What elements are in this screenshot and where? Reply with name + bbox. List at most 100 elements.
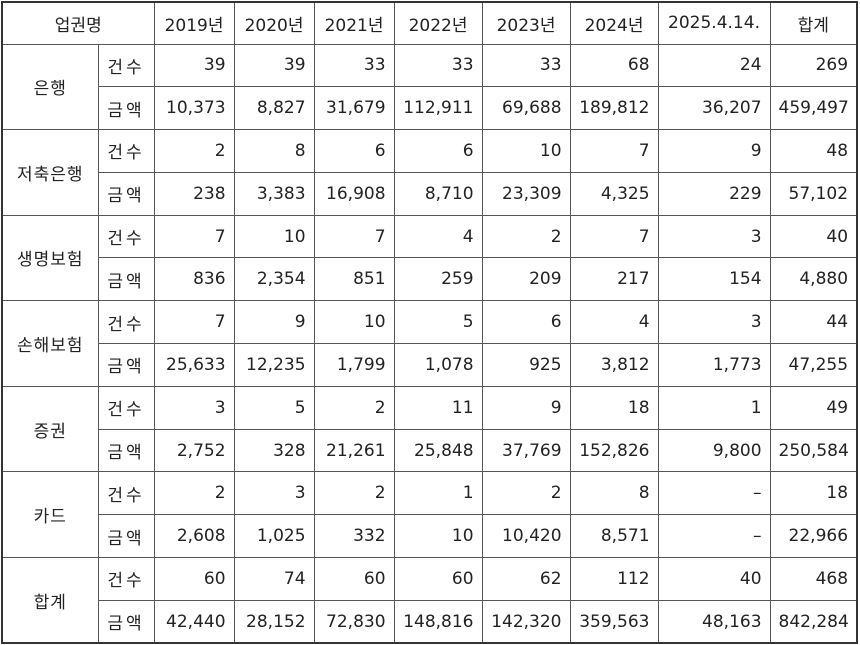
- group-name: 손해보험: [1, 300, 99, 387]
- header-row: 업권명 2019년 2020년 2021년 2022년 2023년 2024년 2025.4.…: [1, 1, 858, 45]
- value-cell: 238: [153, 171, 235, 216]
- row-label: 건수: [97, 214, 155, 259]
- value-cell: 69,688: [481, 86, 571, 131]
- value-cell: 152,826: [569, 428, 659, 473]
- value-cell: 48: [769, 129, 858, 173]
- value-cell: 40: [657, 557, 771, 601]
- row-label: 건수: [97, 129, 155, 173]
- data-row: 금액 2,752 328 21,261 25,848 37,769 152,826 9,800…: [2, 428, 858, 473]
- group-name: 생명보험: [1, 214, 99, 302]
- value-cell: 154: [657, 257, 771, 302]
- value-cell: 112: [569, 557, 659, 601]
- value-cell: 2: [481, 471, 571, 516]
- value-cell: 4: [393, 214, 483, 259]
- value-cell: 836: [153, 257, 235, 302]
- row-label: 금액: [97, 86, 155, 131]
- group-name: 증권: [1, 385, 99, 473]
- value-cell: –: [657, 471, 771, 516]
- value-cell: 3: [657, 300, 771, 345]
- value-cell: 2,354: [233, 257, 315, 302]
- value-cell: 9: [233, 300, 315, 345]
- value-cell: 9: [657, 129, 771, 173]
- value-cell: 12,235: [233, 343, 315, 387]
- header-cell: 2021년: [313, 1, 395, 45]
- value-cell: 39: [233, 43, 315, 88]
- value-cell: 269: [769, 43, 858, 88]
- value-cell: 4: [569, 300, 659, 345]
- value-cell: 1,773: [657, 343, 771, 387]
- value-cell: 16,908: [313, 171, 395, 216]
- row-label: 금액: [97, 343, 155, 387]
- value-cell: 36,207: [657, 86, 771, 131]
- row-label: 건수: [97, 300, 155, 345]
- value-cell: 24: [657, 43, 771, 88]
- value-cell: 28,152: [233, 599, 315, 644]
- value-cell: 1: [393, 471, 483, 516]
- value-cell: 33: [313, 43, 395, 88]
- value-cell: 44: [769, 300, 858, 345]
- value-cell: 6: [393, 129, 483, 173]
- value-cell: 74: [233, 557, 315, 601]
- value-cell: 2: [313, 385, 395, 430]
- value-cell: 2: [481, 214, 571, 259]
- value-cell: 10,373: [153, 86, 235, 131]
- value-cell: 2: [153, 129, 235, 173]
- value-cell: 7: [569, 129, 659, 173]
- data-row: 은행 건수 39 39 33 33 33 68 24 269: [1, 43, 858, 131]
- row-label: 금액: [97, 171, 155, 216]
- value-cell: 1,025: [233, 514, 315, 559]
- row-label: 금액: [97, 257, 155, 302]
- value-cell: 47,255: [769, 343, 858, 387]
- data-row: 증권 건수 3 5 2 11 9 18 1 49: [1, 385, 858, 473]
- value-cell: 2: [153, 471, 235, 516]
- row-label: 건수: [97, 43, 155, 88]
- value-cell: 3,812: [569, 343, 659, 387]
- value-cell: 3,383: [233, 171, 315, 216]
- value-cell: 189,812: [569, 86, 659, 131]
- value-cell: 229: [657, 171, 771, 216]
- value-cell: 8,827: [233, 86, 315, 131]
- value-cell: 37,769: [481, 428, 571, 473]
- row-label: 건수: [97, 471, 155, 516]
- value-cell: 332: [313, 514, 395, 559]
- data-row: 저축은행 건수 2 8 6 6 10 7 9 48: [1, 129, 858, 216]
- header-cell: 2025.4.14.: [657, 1, 771, 45]
- value-cell: –: [657, 514, 771, 559]
- row-label: 건수: [97, 385, 155, 430]
- header-cell: 2022년: [393, 1, 483, 45]
- data-row: 금액 836 2,354 851 259 209 217 154 4,880: [2, 257, 858, 302]
- value-cell: 49: [769, 385, 858, 430]
- value-cell: 31,679: [313, 86, 395, 131]
- value-cell: 8,710: [393, 171, 483, 216]
- value-cell: 10: [481, 129, 571, 173]
- value-cell: 5: [233, 385, 315, 430]
- value-cell: 60: [153, 557, 235, 601]
- value-cell: 3: [657, 214, 771, 259]
- value-cell: 328: [233, 428, 315, 473]
- value-cell: 40: [769, 214, 858, 259]
- value-cell: 209: [481, 257, 571, 302]
- data-row: 금액 42,440 28,152 72,830 148,816 142,320 359,56…: [2, 599, 858, 644]
- value-cell: 217: [569, 257, 659, 302]
- value-cell: 8,571: [569, 514, 659, 559]
- data-row: 생명보험 건수 7 10 7 4 2 7 3 40: [1, 214, 858, 302]
- group-name: 은행: [1, 43, 99, 131]
- value-cell: 4,325: [569, 171, 659, 216]
- group-name: 저축은행: [1, 129, 99, 216]
- value-cell: 1: [657, 385, 771, 430]
- row-label: 금액: [97, 599, 155, 644]
- value-cell: 7: [313, 214, 395, 259]
- value-cell: 1,078: [393, 343, 483, 387]
- group-name: 카드: [1, 471, 99, 559]
- value-cell: 7: [153, 214, 235, 259]
- value-cell: 459,497: [769, 86, 858, 131]
- value-cell: 2,608: [153, 514, 235, 559]
- data-row: 손해보험 건수 7 9 10 5 6 4 3 44: [1, 300, 858, 387]
- value-cell: 2: [313, 471, 395, 516]
- value-cell: 7: [153, 300, 235, 345]
- value-cell: 250,584: [769, 428, 858, 473]
- value-cell: 60: [393, 557, 483, 601]
- value-cell: 2,752: [153, 428, 235, 473]
